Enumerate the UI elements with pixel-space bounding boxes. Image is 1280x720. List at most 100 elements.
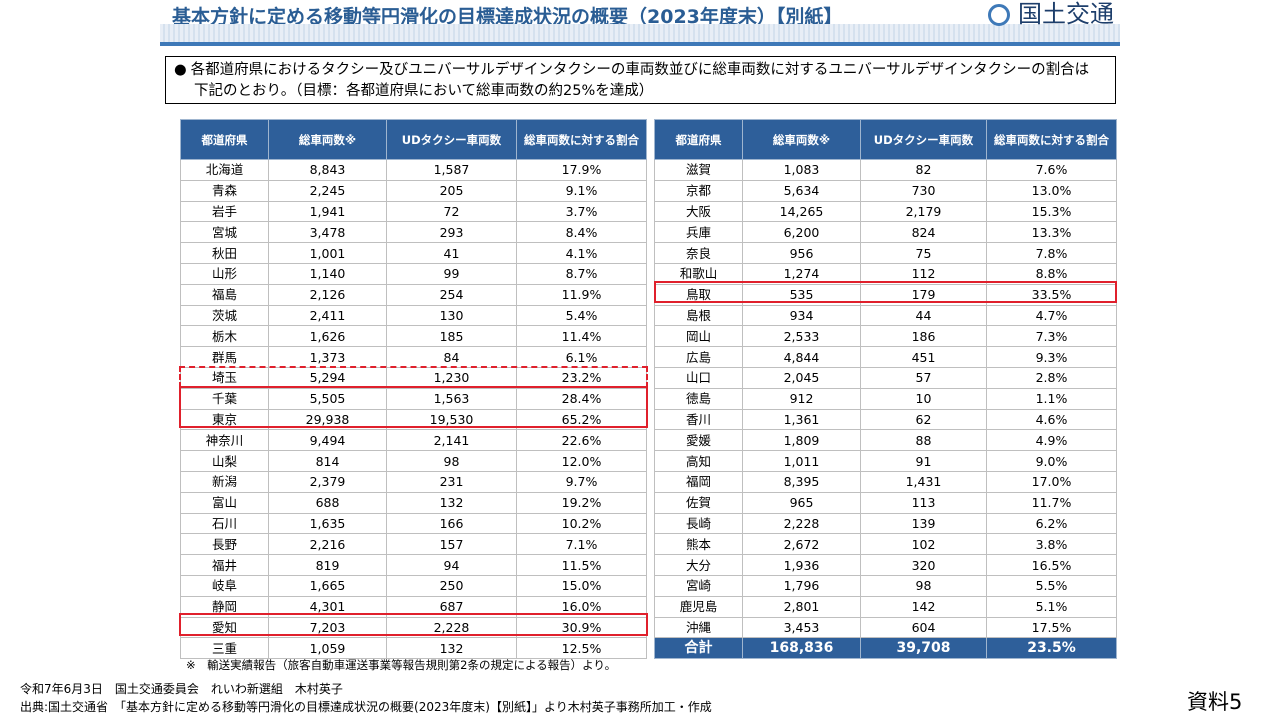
cell-total-vehicles: 2,533 [742, 325, 861, 348]
cell-ud-vehicles: 88 [860, 429, 987, 452]
cell-prefecture: 福井 [180, 554, 269, 576]
cell-ratio: 5.4% [516, 304, 647, 327]
cell-ud-vehicles: 44 [860, 304, 987, 327]
table-row: 三重 1,059 132 12.5% [180, 637, 647, 660]
cell-total-vehicles: 5,634 [742, 179, 861, 202]
cell-ud-vehicles: 824 [860, 221, 987, 244]
cell-prefecture: 秋田 [180, 242, 269, 264]
cell-ratio: 19.2% [516, 491, 647, 514]
cell-ud-vehicles: 98 [860, 574, 987, 597]
cell-prefecture: 広島 [654, 346, 743, 368]
cell-total-vehicles: 819 [268, 554, 387, 576]
cell-prefecture: 北海道 [180, 159, 269, 181]
cell-total-vehicles: 1,626 [268, 325, 387, 348]
col-header-ud: UDタクシー車両数 [386, 119, 517, 160]
cell-prefecture: 愛媛 [654, 429, 743, 452]
cell-prefecture: 佐賀 [654, 491, 743, 514]
cell-total-vehicles: 1,059 [268, 637, 387, 660]
cell-total-vehicles: 2,672 [742, 533, 861, 556]
table-row: 長崎 2,228 139 6.2% [654, 512, 1117, 535]
total-label: 合計 [654, 637, 743, 660]
page-title: 基本方針に定める移動等円滑化の目標達成状況の概要（2023年度末）【別紙】 [172, 6, 843, 28]
table-row: 広島 4,844 451 9.3% [654, 346, 1117, 368]
cell-ud-vehicles: 451 [860, 346, 987, 368]
highlight-saitama [179, 366, 648, 388]
table-row: 鳥取 535 179 33.5% [654, 283, 1117, 306]
summary-note: ● 各都道府県におけるタクシー及びユニバーサルデザインタクシーの車両数並びに総車両… [165, 56, 1116, 104]
cell-total-vehicles: 3,478 [268, 221, 387, 244]
cell-ud-vehicles: 142 [860, 595, 987, 618]
note-line-2: 下記のとおり。（目標：各都道府県において総車両数の約25%を達成） [194, 83, 654, 99]
table-row: 香川 1,361 62 4.6% [654, 408, 1117, 431]
cell-prefecture: 富山 [180, 491, 269, 514]
cell-ud-vehicles: 19,530 [386, 408, 517, 431]
table-row: 群馬 1,373 84 6.1% [180, 346, 647, 368]
cell-ratio: 28.4% [516, 387, 647, 410]
cell-ratio: 11.5% [516, 554, 647, 576]
cell-ud-vehicles: 254 [386, 283, 517, 306]
highlight-aichi [179, 613, 648, 636]
cell-ud-vehicles: 139 [860, 512, 987, 535]
logo-text: 国土交通 [1018, 0, 1114, 28]
cell-ratio: 6.2% [986, 512, 1117, 535]
cell-ud-vehicles: 604 [860, 616, 987, 639]
table-row: 徳島 912 10 1.1% [654, 387, 1117, 410]
cell-total-vehicles: 2,126 [268, 283, 387, 306]
cell-total-vehicles: 965 [742, 491, 861, 514]
table-row: 長野 2,216 157 7.1% [180, 533, 647, 556]
cell-ratio: 11.9% [516, 283, 647, 306]
cell-total-vehicles: 1,361 [742, 408, 861, 431]
cell-ratio: 11.4% [516, 325, 647, 348]
bullet-icon: ● [174, 62, 187, 78]
table-row: 東京 29,938 19,530 65.2% [180, 408, 647, 431]
cell-prefecture: 宮城 [180, 221, 269, 244]
cell-ud-vehicles: 293 [386, 221, 517, 244]
title-underline [160, 42, 1120, 46]
cell-ud-vehicles: 99 [386, 262, 517, 285]
cell-ud-vehicles: 94 [386, 554, 517, 576]
cell-total-vehicles: 1,809 [742, 429, 861, 452]
cell-ratio: 9.3% [986, 346, 1117, 368]
cell-prefecture: 鹿児島 [654, 595, 743, 618]
cell-prefecture: 山形 [180, 262, 269, 285]
cell-total-vehicles: 2,216 [268, 533, 387, 556]
cell-prefecture: 大阪 [654, 200, 743, 223]
cell-ratio: 12.0% [516, 450, 647, 472]
cell-ratio: 9.1% [516, 179, 647, 202]
cell-prefecture: 福岡 [654, 470, 743, 493]
cell-total-vehicles: 1,936 [742, 554, 861, 576]
cell-ud-vehicles: 231 [386, 470, 517, 493]
cell-ratio: 2.8% [986, 366, 1117, 389]
table-row: 愛媛 1,809 88 4.9% [654, 429, 1117, 452]
cell-total-vehicles: 1,011 [742, 450, 861, 472]
mlit-logo-icon [988, 4, 1010, 26]
cell-ratio: 17.0% [986, 470, 1117, 493]
col-header-ratio: 総車両数に対する割合 [986, 119, 1117, 160]
mlit-logo: 国土交通 [988, 0, 1114, 29]
table-header-row: 都道府県 総車両数※ UDタクシー車両数 総車両数に対する割合 [654, 119, 1117, 160]
cell-ud-vehicles: 157 [386, 533, 517, 556]
table-row: 神奈川 9,494 2,141 22.6% [180, 429, 647, 452]
cell-ud-vehicles: 41 [386, 242, 517, 264]
cell-prefecture: 新潟 [180, 470, 269, 493]
cell-ud-vehicles: 1,587 [386, 159, 517, 181]
cell-ud-vehicles: 730 [860, 179, 987, 202]
cell-ratio: 1.1% [986, 387, 1117, 410]
cell-prefecture: 山梨 [180, 450, 269, 472]
table-row: 佐賀 965 113 11.7% [654, 491, 1117, 514]
col-header-ud: UDタクシー車両数 [860, 119, 987, 160]
cell-total-vehicles: 814 [268, 450, 387, 472]
cell-ud-vehicles: 250 [386, 574, 517, 597]
table-row: 京都 5,634 730 13.0% [654, 179, 1117, 202]
cell-prefecture: 高知 [654, 450, 743, 472]
cell-prefecture: 長野 [180, 533, 269, 556]
table-row: 新潟 2,379 231 9.7% [180, 470, 647, 493]
source-line: 出典:国土交通省 「基本方針に定める移動等円滑化の目標達成状況の概要(2023年… [20, 700, 712, 714]
cell-total-vehicles: 2,228 [742, 512, 861, 535]
cell-ud-vehicles: 186 [860, 325, 987, 348]
cell-ratio: 33.5% [986, 283, 1117, 306]
table-row: 大分 1,936 320 16.5% [654, 554, 1117, 576]
cell-ud-vehicles: 320 [860, 554, 987, 576]
cell-ud-vehicles: 72 [386, 200, 517, 223]
cell-ratio: 15.3% [986, 200, 1117, 223]
